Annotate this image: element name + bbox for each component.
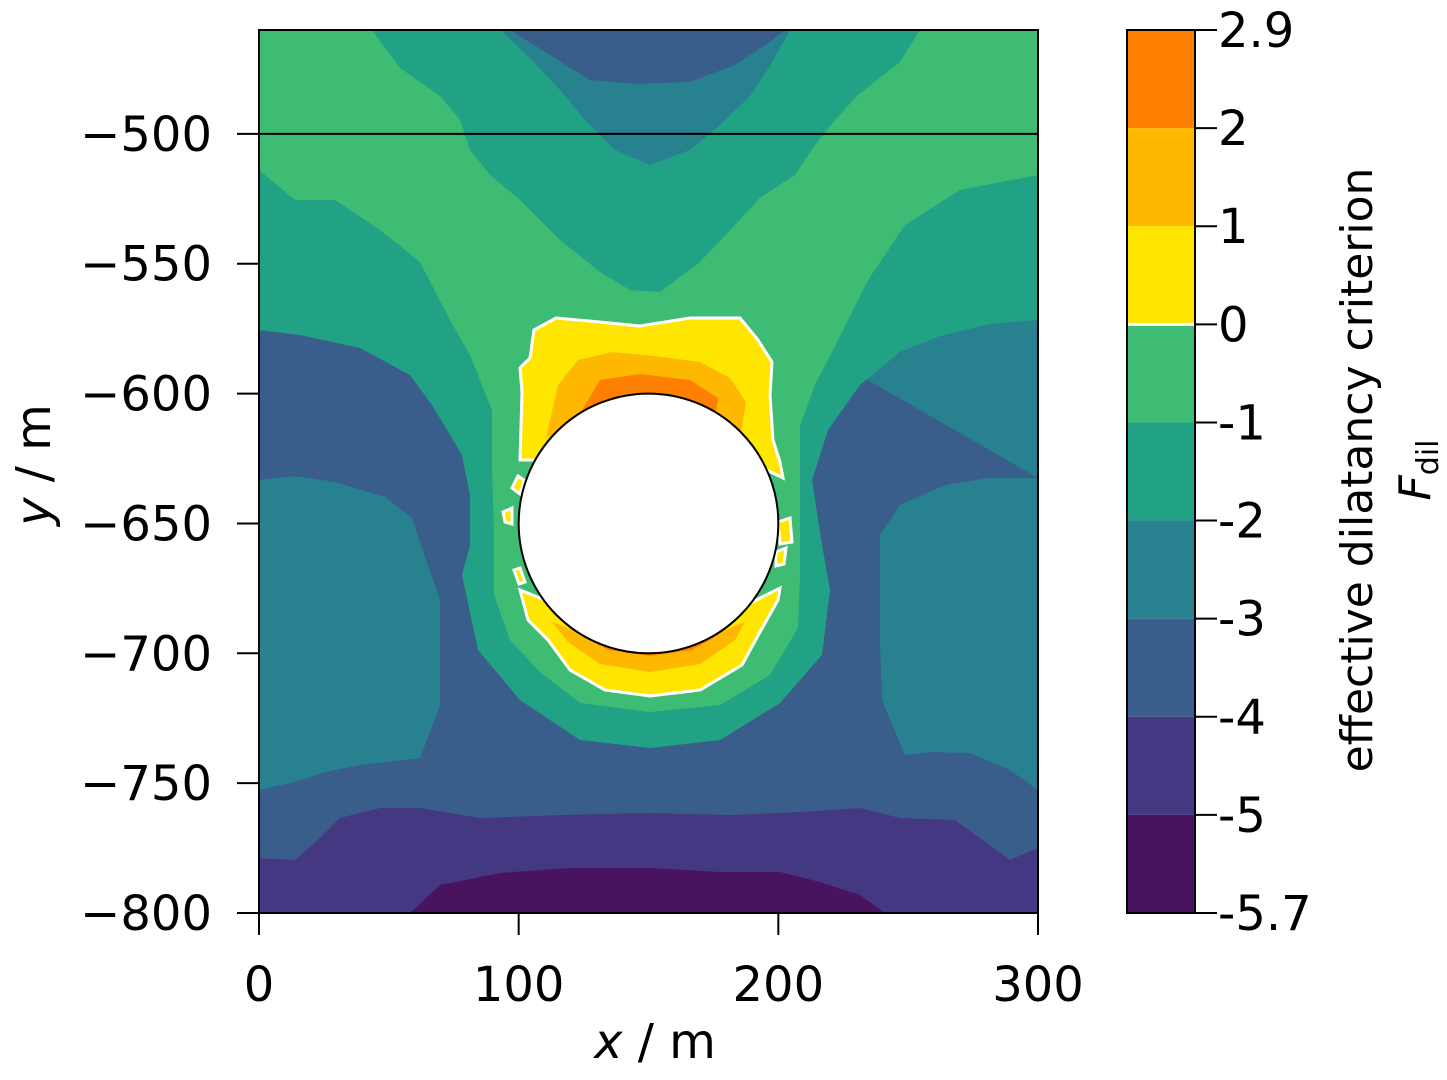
colorbar-band [1127, 618, 1195, 717]
colorbar-tick-label: -5 [1218, 788, 1266, 844]
y-tick-label: −700 [80, 626, 212, 682]
colorbar-band [1127, 422, 1195, 521]
y-tick-label: −550 [80, 237, 212, 293]
cavity-circle [517, 392, 780, 655]
x-tick-label: 100 [473, 957, 565, 1013]
y-tick-label: −500 [80, 107, 212, 163]
colorbar-label: effective dilatancy criterion [1332, 168, 1383, 773]
x-axis: 0 100 200 300 [244, 913, 1084, 1013]
x-axis-label: x / m [592, 1014, 716, 1070]
colorbar-tick-label: -5.7 [1218, 886, 1312, 942]
colorbar-frame [1126, 29, 1196, 914]
y-axis: −500 −550 −600 −650 −700 −750 −800 [80, 107, 259, 942]
colorbar-tick-label: 2 [1218, 101, 1249, 157]
dilatant-patch-right-lower [774, 545, 788, 568]
colorbar-band [1127, 324, 1195, 423]
colorbar-band [1127, 814, 1195, 913]
dilatant-patch-right-upper [776, 515, 794, 546]
y-tick-label: −750 [80, 756, 212, 812]
colorbar-band [1127, 716, 1195, 815]
colorbar-tick-label: -3 [1218, 592, 1266, 648]
y-tick-label: −600 [80, 367, 212, 423]
y-tick-label: −800 [80, 886, 212, 942]
colorbar-tick-label: 1 [1218, 199, 1249, 255]
colorbar-band [1127, 30, 1195, 129]
colorbar-band [1127, 520, 1195, 619]
colorbar-tick-label: 2.9 [1218, 3, 1294, 59]
y-tick-label: −650 [80, 496, 212, 552]
colorbar-tick-label: -2 [1218, 494, 1266, 550]
contour-band-top-blue [510, 30, 785, 84]
colorbar-band [1127, 226, 1195, 325]
colorbar: 2.9 2 1 0 -1 -2 -3 -4 -5 -5.7 [1126, 3, 1312, 942]
colorbar-symbol: Fdil [1390, 439, 1446, 500]
colorbar-tick-label: -1 [1218, 395, 1266, 451]
colorbar-tick-label: 0 [1218, 297, 1249, 353]
colorbar-tick-label: -4 [1218, 690, 1266, 746]
plot-frame [258, 29, 1039, 914]
x-tick-label: 200 [733, 957, 825, 1013]
dilatant-patch-left-mid [501, 505, 514, 526]
colorbar-band [1127, 128, 1195, 227]
x-tick-label: 300 [992, 957, 1084, 1013]
dilatant-patch-left-upper [510, 473, 526, 497]
dilatant-patch-left-lower [512, 566, 527, 586]
y-axis-label: y / m [6, 404, 62, 528]
x-tick-label: 0 [244, 957, 275, 1013]
